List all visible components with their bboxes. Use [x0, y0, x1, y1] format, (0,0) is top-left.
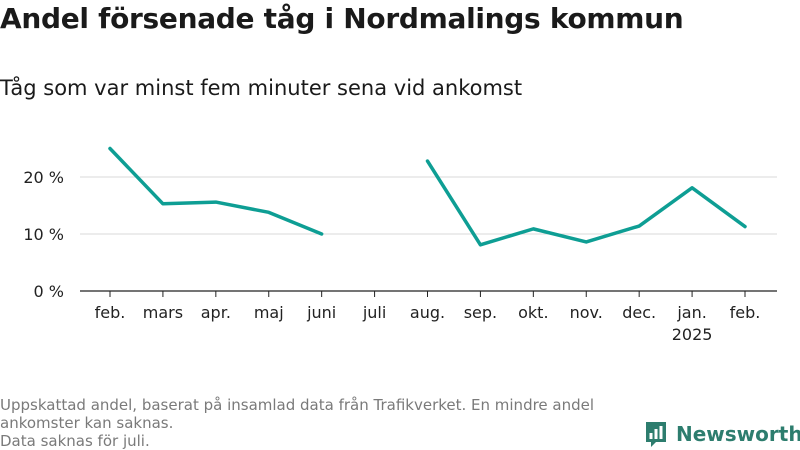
chart-subtitle: Tåg som var minst fem minuter sena vid a…: [0, 76, 523, 100]
series-line-segment: [108, 146, 324, 236]
x-tick-label: dec.: [622, 303, 656, 322]
chart-title: Andel försenade tåg i Nordmalings kommun: [0, 2, 684, 35]
x-tick-label: feb.: [95, 303, 126, 322]
x-tick-label: maj: [254, 303, 284, 322]
footnote-line-2: Data saknas för juli.: [0, 432, 150, 450]
x-axis: feb. mars apr. maj juni juli aug. sep. okt. nov. d…: [95, 291, 761, 344]
series-line-segment: [425, 159, 747, 247]
x-tick-label: okt.: [518, 303, 548, 322]
bar-chart-bubble-icon: [646, 422, 666, 447]
x-tick-label: aug.: [410, 303, 445, 322]
x-tick-label: nov.: [570, 303, 603, 322]
x-tick-label: jan.: [676, 303, 706, 322]
x-tick-label: apr.: [201, 303, 231, 322]
newsworthy-logo[interactable]: Newsworthy: [644, 420, 800, 448]
footnote-line-1: Uppskattad andel, baserat på insamlad da…: [0, 396, 595, 432]
x-tick-sublabel: 2025: [672, 325, 713, 344]
y-axis-tick-labels: 0 % 10 % 20 %: [23, 168, 64, 301]
x-tick-label: mars: [143, 303, 183, 322]
y-tick-label: 20 %: [23, 168, 64, 187]
grid-lines: [80, 176, 777, 292]
footnote: Uppskattad andel, baserat på insamlad da…: [0, 396, 640, 450]
x-tick-label: juni: [306, 303, 336, 322]
logo-text: Newsworthy: [676, 422, 800, 446]
x-tick-label: juli: [362, 303, 386, 322]
x-tick-label: feb.: [730, 303, 761, 322]
y-tick-label: 10 %: [23, 225, 64, 244]
y-tick-label: 0 %: [34, 282, 64, 301]
x-tick-label: sep.: [464, 303, 497, 322]
series-lines: [108, 146, 747, 247]
